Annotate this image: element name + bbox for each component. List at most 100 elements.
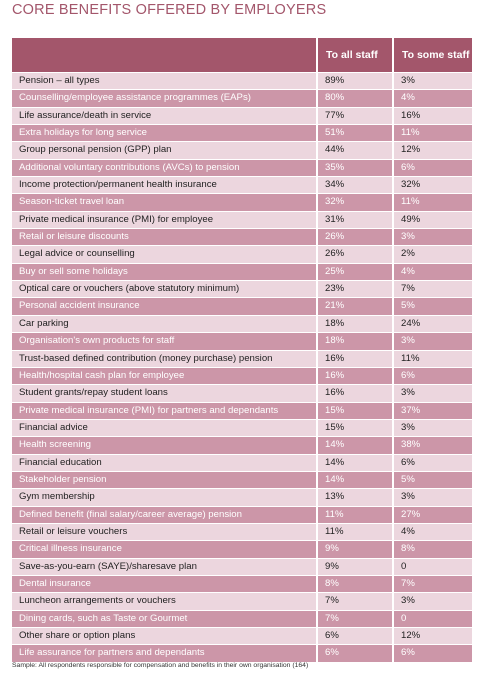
all-staff-cell: 16%	[316, 385, 392, 402]
some-staff-cell: 3%	[392, 593, 472, 610]
benefit-cell: Other share or option plans	[19, 630, 136, 641]
benefit-cell: Dining cards, such as Taste or Gourmet	[19, 612, 188, 624]
benefit-cell: Pension – all types	[19, 75, 100, 86]
benefit-cell: Personal accident insurance	[19, 300, 140, 312]
benefit-cell: Stakeholder pension	[19, 473, 107, 485]
some-staff-cell: 5%	[392, 298, 472, 315]
benefit-cell: Optical care or vouchers (above statutor…	[19, 283, 240, 295]
benefit-cell: Legal advice or counselling	[19, 248, 135, 260]
table-row: Private medical insurance (PMI) for part…	[12, 401, 472, 419]
all-staff-cell: 11%	[316, 523, 392, 541]
all-staff-cell: 34%	[316, 177, 392, 194]
table-row: Optical care or vouchers (above statutor…	[12, 280, 472, 298]
some-staff-cell: 3%	[392, 489, 472, 506]
some-staff-cell: 0	[392, 558, 472, 575]
all-staff-cell: 9%	[316, 541, 392, 558]
table-row: Financial advice 15% 3%	[12, 418, 472, 437]
table-row: Retail or leisure discounts 26% 3%	[12, 228, 472, 246]
table-row: Group personal pension (GPP) plan 44% 12%	[12, 141, 472, 159]
all-staff-cell: 89%	[316, 73, 392, 90]
benefit-cell: Season-ticket travel loan	[19, 196, 125, 208]
table-row: Financial education 14% 6%	[12, 453, 472, 471]
some-staff-cell: 12%	[392, 142, 472, 159]
all-staff-cell: 26%	[316, 229, 392, 246]
all-staff-cell: 6%	[316, 645, 392, 662]
benefit-cell: Financial education	[19, 456, 102, 468]
some-staff-cell: 3%	[392, 333, 472, 350]
all-staff-cell: 9%	[316, 558, 392, 575]
header-some-staff: To some staff	[392, 38, 472, 72]
table-row: Dining cards, such as Taste or Gourmet 7%…	[12, 609, 472, 627]
all-staff-cell: 31%	[316, 211, 392, 229]
some-staff-cell: 3%	[392, 385, 472, 402]
table-header: To all staff To some staff	[12, 38, 472, 72]
some-staff-cell: 11%	[392, 350, 472, 367]
some-staff-cell: 4%	[392, 263, 472, 281]
table-row: Stakeholder pension 14% 5%	[12, 470, 472, 489]
table-row: Luncheon arrangements or vouchers 7% 3%	[12, 592, 472, 610]
some-staff-cell: 4%	[392, 90, 472, 107]
all-staff-cell: 11%	[316, 506, 392, 523]
all-staff-cell: 7%	[316, 593, 392, 610]
benefit-cell: Critical illness insurance	[19, 543, 122, 555]
table-row: Other share or option plans 6% 12%	[12, 627, 472, 645]
table-row: Health screening 14% 38%	[12, 436, 472, 454]
benefit-cell: Car parking	[19, 317, 69, 329]
all-staff-cell: 7%	[316, 610, 392, 627]
some-staff-cell: 7%	[392, 281, 472, 298]
some-staff-cell: 4%	[392, 523, 472, 541]
table-row: Save-as-you-earn (SAYE)/sharesave plan 9%…	[12, 557, 472, 575]
benefit-cell: Dental insurance	[19, 577, 91, 589]
all-staff-cell: 51%	[316, 125, 392, 142]
table-row: Pension – all types 89% 3%	[12, 72, 472, 90]
benefits-table: To all staff To some staff Pension – all…	[12, 38, 472, 662]
all-staff-cell: 13%	[316, 489, 392, 506]
footnote: Sample: All respondents responsible for …	[12, 662, 309, 669]
all-staff-cell: 18%	[316, 333, 392, 350]
all-staff-cell: 26%	[316, 246, 392, 263]
table-row: Extra holidays for long service 51% 11%	[12, 124, 472, 142]
some-staff-cell: 3%	[392, 419, 472, 437]
all-staff-cell: 16%	[316, 350, 392, 367]
table-row: Buy or sell some holidays 25% 4%	[12, 262, 472, 281]
header-benefit-column	[12, 38, 316, 72]
all-staff-cell: 6%	[316, 628, 392, 645]
some-staff-cell: 37%	[392, 402, 472, 419]
table-row: Additional voluntary contributions (AVCs…	[12, 158, 472, 177]
all-staff-cell: 16%	[316, 367, 392, 385]
some-staff-cell: 0	[392, 610, 472, 627]
some-staff-cell: 11%	[392, 194, 472, 211]
table-row: Car parking 18% 24%	[12, 314, 472, 333]
benefit-cell: Life assurance/death in service	[19, 109, 152, 121]
all-staff-cell: 21%	[316, 298, 392, 315]
table-row: Health/hospital cash plan for employee 16…	[12, 366, 472, 385]
table-row: Private medical insurance (PMI) for empl…	[12, 210, 472, 229]
benefit-cell: Gym membership	[19, 491, 95, 503]
benefit-cell: Buy or sell some holidays	[19, 265, 128, 277]
some-staff-cell: 11%	[392, 125, 472, 142]
all-staff-cell: 23%	[316, 281, 392, 298]
page-title: CORE BENEFITS OFFERED BY EMPLOYERS	[12, 2, 327, 18]
table-row: Critical illness insurance 9% 8%	[12, 540, 472, 558]
some-staff-cell: 3%	[392, 229, 472, 246]
all-staff-cell: 15%	[316, 402, 392, 419]
some-staff-cell: 6%	[392, 367, 472, 385]
benefit-cell: Private medical insurance (PMI) for part…	[19, 404, 279, 416]
benefit-cell: Counselling/employee assistance programm…	[19, 92, 251, 104]
some-staff-cell: 16%	[392, 107, 472, 125]
all-staff-cell: 32%	[316, 194, 392, 211]
table-row: Organisation's own products for staff 18%…	[12, 332, 472, 350]
benefit-cell: Student grants/repay student loans	[19, 387, 168, 399]
benefit-cell: Extra holidays for long service	[19, 127, 147, 139]
table-row: Personal accident insurance 21% 5%	[12, 297, 472, 315]
benefit-cell: Health screening	[19, 439, 91, 451]
all-staff-cell: 8%	[316, 575, 392, 593]
some-staff-cell: 7%	[392, 575, 472, 593]
benefit-cell: Retail or leisure discounts	[19, 231, 129, 243]
benefit-cell: Life assurance for partners and dependan…	[19, 647, 205, 659]
benefit-cell: Retail or leisure vouchers	[19, 525, 128, 537]
table-row: Gym membership 13% 3%	[12, 488, 472, 506]
all-staff-cell: 35%	[316, 159, 392, 177]
some-staff-cell: 8%	[392, 541, 472, 558]
benefit-cell: Income protection/permanent health insur…	[19, 179, 217, 191]
